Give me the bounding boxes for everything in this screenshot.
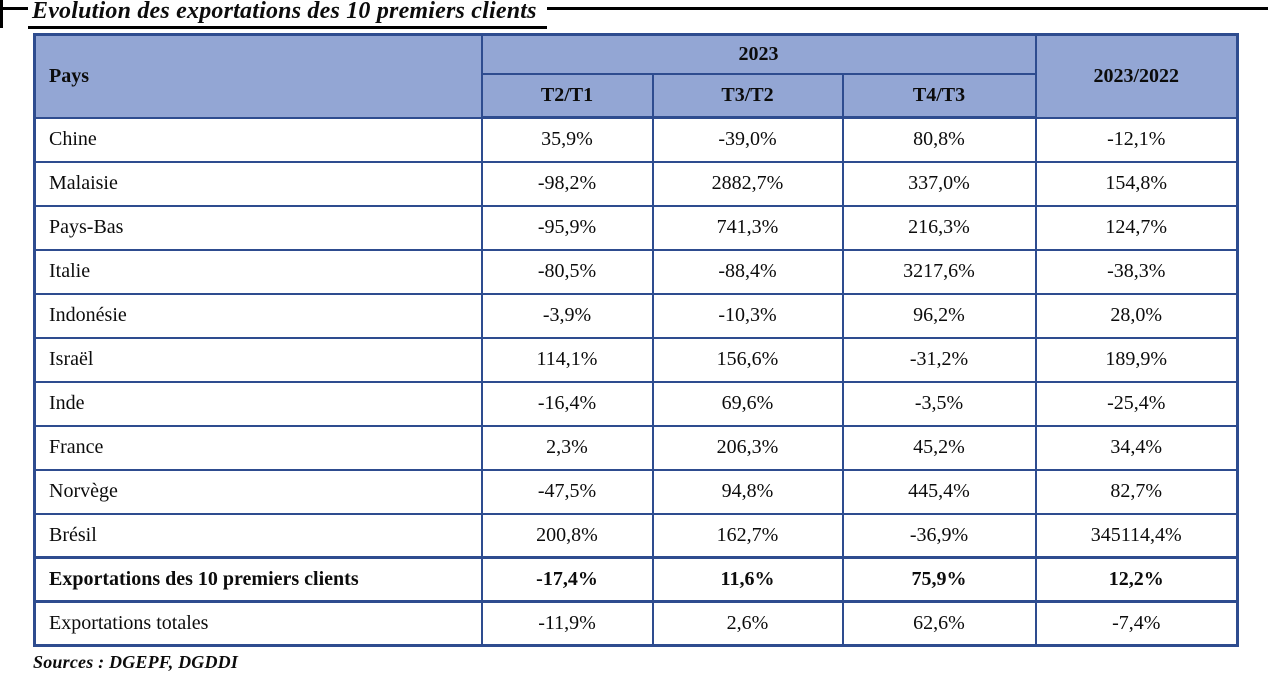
value-cell: -12,1% <box>1034 116 1239 163</box>
value-cell: 11,6% <box>651 556 844 603</box>
header-group-row: Pays 2023 2023/2022 <box>33 33 1239 119</box>
value-cell: 12,2% <box>1034 556 1239 603</box>
value-cell: 80,8% <box>841 116 1037 163</box>
table-row: Norvège -47,5% 94,8% 445,4% 82,7% <box>33 468 1239 515</box>
value-cell: 156,6% <box>651 336 844 383</box>
value-cell: -98,2% <box>480 160 654 207</box>
value-cell: -7,4% <box>1034 600 1239 647</box>
table-row: France 2,3% 206,3% 45,2% 34,4% <box>33 424 1239 471</box>
value-cell: 2,3% <box>480 424 654 471</box>
value-cell: 82,7% <box>1034 468 1239 515</box>
value-cell: 114,1% <box>480 336 654 383</box>
country-cell: Chine <box>33 116 483 163</box>
value-cell: 200,8% <box>480 512 654 559</box>
value-cell: 3217,6% <box>841 248 1037 295</box>
table-row: Pays-Bas -95,9% 741,3% 216,3% 124,7% <box>33 204 1239 251</box>
header-year-2023: 2023 <box>480 33 1037 75</box>
country-cell: Indonésie <box>33 292 483 339</box>
value-cell: 2882,7% <box>651 160 844 207</box>
value-cell: 75,9% <box>841 556 1037 603</box>
table-row-total-exports: Exportations totales -11,9% 2,6% 62,6% -… <box>33 600 1239 647</box>
sources-note: Sources : DGEPF, DGDDI <box>33 652 239 672</box>
country-cell: France <box>33 424 483 471</box>
value-cell: 154,8% <box>1034 160 1239 207</box>
exports-table: Pays 2023 2023/2022 T2/T1 T3/T2 T4/T3 Ch… <box>33 33 1239 647</box>
country-cell: Brésil <box>33 512 483 559</box>
table-row: Italie -80,5% -88,4% 3217,6% -38,3% <box>33 248 1239 295</box>
value-cell: 162,7% <box>651 512 844 559</box>
country-cell: Norvège <box>33 468 483 515</box>
table-row: Chine 35,9% -39,0% 80,8% -12,1% <box>33 116 1239 163</box>
value-cell: -36,9% <box>841 512 1037 559</box>
value-cell: -39,0% <box>651 116 844 163</box>
country-cell: Exportations des 10 premiers clients <box>33 556 483 603</box>
value-cell: -88,4% <box>651 248 844 295</box>
table-row: Brésil 200,8% 162,7% -36,9% 345114,4% <box>33 512 1239 559</box>
value-cell: 124,7% <box>1034 204 1239 251</box>
header-t3t2: T3/T2 <box>651 72 844 119</box>
country-cell: Israël <box>33 336 483 383</box>
value-cell: -31,2% <box>841 336 1037 383</box>
country-cell: Italie <box>33 248 483 295</box>
table-row-top10-total: Exportations des 10 premiers clients -17… <box>33 556 1239 603</box>
value-cell: 206,3% <box>651 424 844 471</box>
header-pays: Pays <box>33 33 483 119</box>
header-2023-2022: 2023/2022 <box>1034 33 1239 119</box>
value-cell: -16,4% <box>480 380 654 427</box>
value-cell: -47,5% <box>480 468 654 515</box>
value-cell: -38,3% <box>1034 248 1239 295</box>
value-cell: 189,9% <box>1034 336 1239 383</box>
value-cell: 741,3% <box>651 204 844 251</box>
value-cell: -25,4% <box>1034 380 1239 427</box>
table-body: Chine 35,9% -39,0% 80,8% -12,1% Malaisie… <box>33 116 1239 647</box>
value-cell: 445,4% <box>841 468 1037 515</box>
value-cell: 69,6% <box>651 380 844 427</box>
country-cell: Exportations totales <box>33 600 483 647</box>
header-sub-row: T2/T1 T3/T2 T4/T3 <box>35 72 1238 119</box>
country-cell: Malaisie <box>33 160 483 207</box>
value-cell: -3,5% <box>841 380 1037 427</box>
table-row: Malaisie -98,2% 2882,7% 337,0% 154,8% <box>33 160 1239 207</box>
value-cell: 96,2% <box>841 292 1037 339</box>
value-cell: 2,6% <box>651 600 844 647</box>
value-cell: -80,5% <box>480 248 654 295</box>
value-cell: -10,3% <box>651 292 844 339</box>
value-cell: -95,9% <box>480 204 654 251</box>
country-cell: Inde <box>33 380 483 427</box>
value-cell: 337,0% <box>841 160 1037 207</box>
value-cell: 35,9% <box>480 116 654 163</box>
page-frame-corner <box>0 0 3 28</box>
table-row: Israël 114,1% 156,6% -31,2% 189,9% <box>33 336 1239 383</box>
table-title: Evolution des exportations des 10 premie… <box>28 0 547 29</box>
table-row: Inde -16,4% 69,6% -3,5% -25,4% <box>33 380 1239 427</box>
value-cell: -17,4% <box>480 556 654 603</box>
table-header: Pays 2023 2023/2022 T2/T1 T3/T2 T4/T3 <box>33 33 1239 119</box>
value-cell: -11,9% <box>480 600 654 647</box>
value-cell: 45,2% <box>841 424 1037 471</box>
header-t2t1: T2/T1 <box>480 72 654 119</box>
value-cell: 216,3% <box>841 204 1037 251</box>
value-cell: 28,0% <box>1034 292 1239 339</box>
country-cell: Pays-Bas <box>33 204 483 251</box>
page-top-rule <box>0 7 1268 10</box>
value-cell: 94,8% <box>651 468 844 515</box>
value-cell: 62,6% <box>841 600 1037 647</box>
table-row: Indonésie -3,9% -10,3% 96,2% 28,0% <box>33 292 1239 339</box>
value-cell: 345114,4% <box>1034 512 1239 559</box>
value-cell: 34,4% <box>1034 424 1239 471</box>
value-cell: -3,9% <box>480 292 654 339</box>
header-t4t3: T4/T3 <box>841 72 1037 119</box>
